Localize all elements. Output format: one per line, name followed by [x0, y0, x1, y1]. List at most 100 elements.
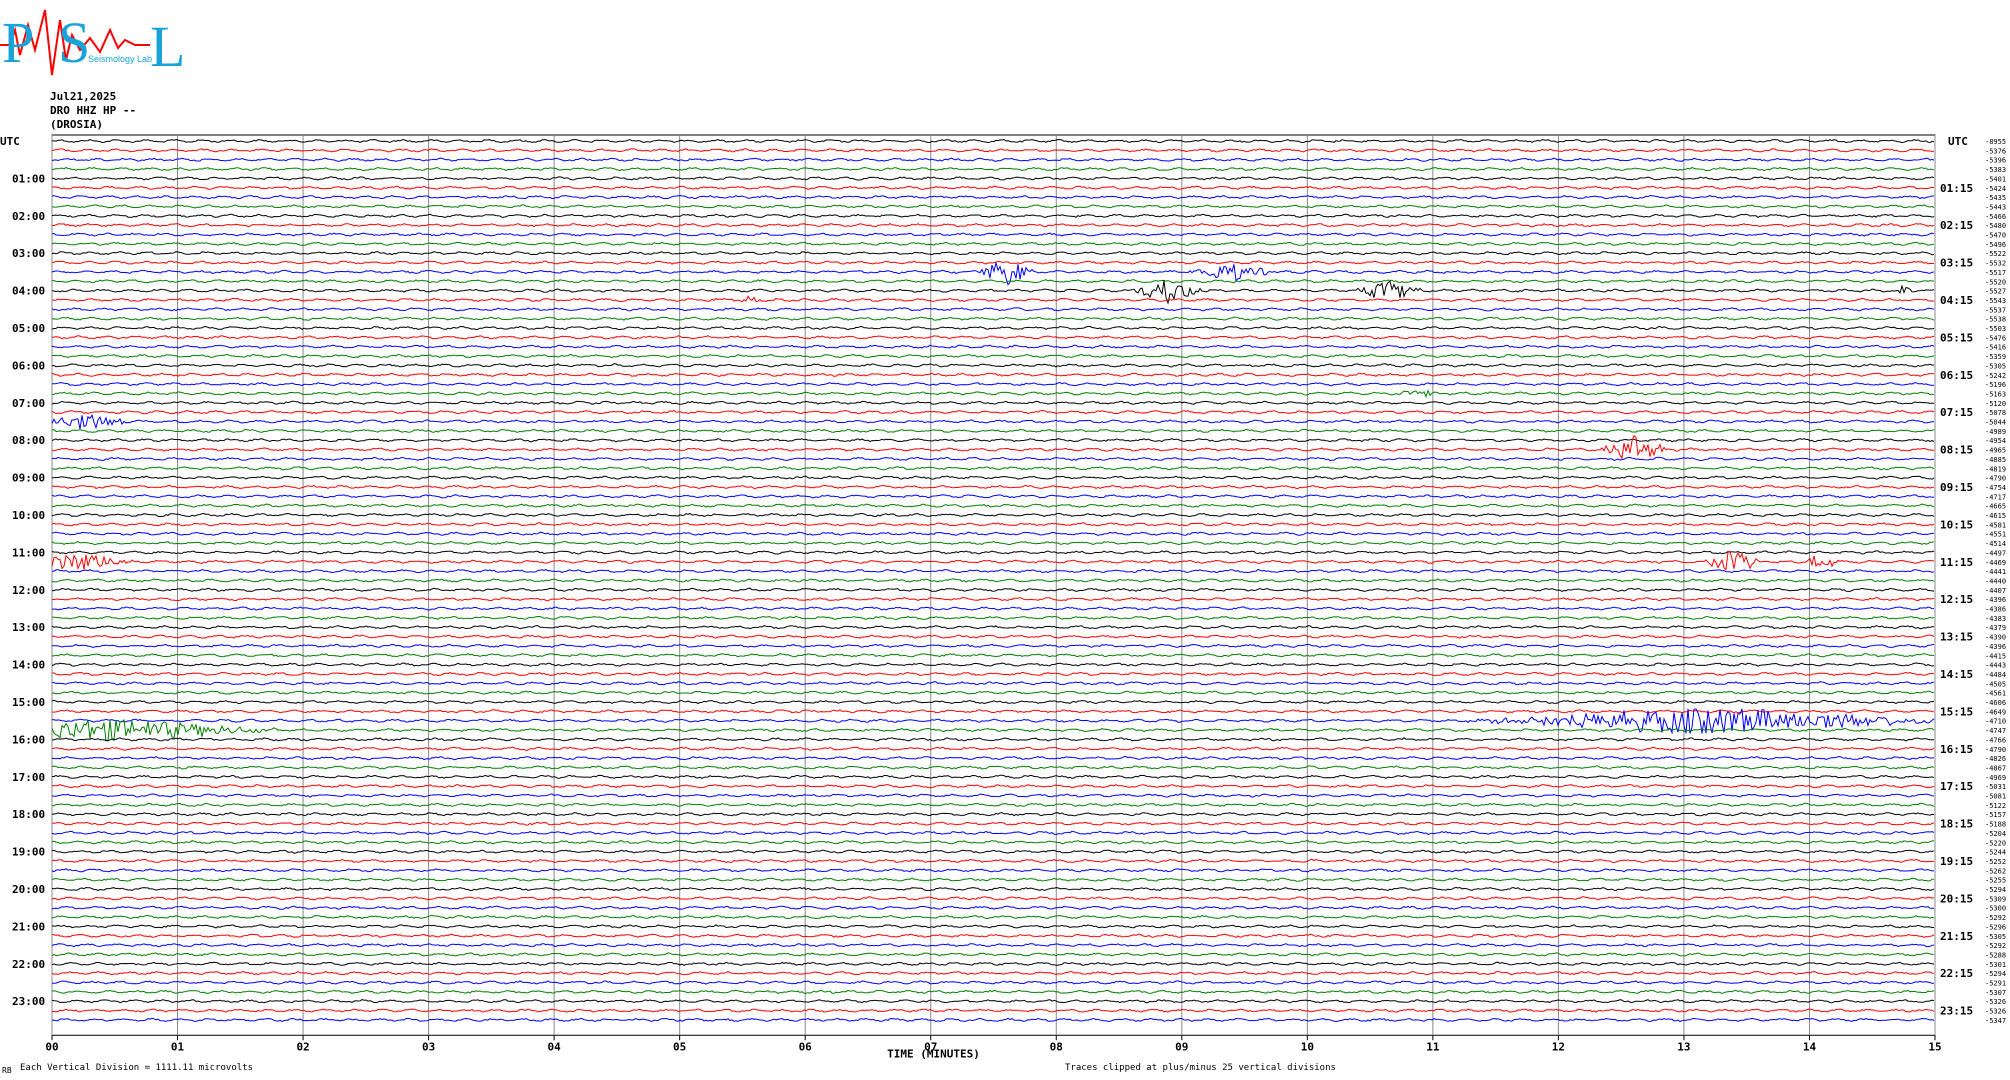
trace-offset-label: -5291: [1985, 980, 2006, 988]
trace-offset-label: -5120: [1985, 400, 2006, 408]
trace-offset-label: -4754: [1985, 484, 2006, 492]
trace-line: [52, 980, 1935, 985]
x-tick-label: 09: [1175, 1040, 1188, 1053]
right-hour-label: 20:15: [1940, 892, 1973, 905]
trace-offset-label: -5204: [1985, 830, 2006, 838]
trace-line: [51, 185, 1935, 190]
trace-offset-label: -4469: [1985, 559, 2006, 567]
right-hour-label: 13:15: [1940, 631, 1973, 644]
trace-offset-label: -4954: [1985, 437, 2006, 445]
trace-offset-label: -5305: [1985, 362, 2006, 370]
left-hour-label: 11:00: [12, 546, 45, 559]
trace-offset-label: -5296: [1985, 923, 2006, 931]
x-tick-label: 00: [45, 1040, 58, 1053]
header-date: Jul21,2025: [50, 90, 117, 103]
trace-line: [51, 157, 1935, 162]
trace-line: [51, 522, 1935, 527]
x-tick-label: 01: [171, 1040, 185, 1053]
trace-line: [51, 204, 1935, 209]
right-hour-label: 14:15: [1940, 668, 1973, 681]
trace-offset-label: -5401: [1985, 175, 2006, 183]
trace-offset-label: -5157: [1985, 811, 2006, 819]
trace-line: [51, 531, 1934, 536]
trace-offset-label: -4665: [1985, 503, 2006, 511]
trace-line: [51, 765, 1935, 770]
trace-line: [51, 438, 1935, 443]
trace-offset-label: -4561: [1985, 690, 2006, 698]
right-hour-label: 11:15: [1940, 556, 1973, 569]
trace-line: [51, 494, 1935, 499]
trace-offset-label: -4379: [1985, 624, 2006, 632]
trace-line: [51, 812, 1935, 817]
trace-offset-label: -5435: [1985, 194, 2006, 202]
trace-offset-label: -5527: [1985, 288, 2006, 296]
trace-offset-label: -5294: [1985, 970, 2006, 978]
trace-line: [51, 484, 1935, 490]
trace-offset-label: -5537: [1985, 306, 2006, 314]
trace-offset-label: -5300: [1985, 905, 2006, 913]
trace-offset-label: -4386: [1985, 606, 2006, 614]
trace-offset-label: -5309: [1985, 895, 2006, 903]
trace-offset-label: -4407: [1985, 587, 2006, 595]
trace-line: [51, 335, 1935, 340]
trace-offset-label: -4615: [1985, 512, 2006, 520]
left-hour-label: 05:00: [12, 322, 45, 335]
trace-offset-label: -4747: [1985, 727, 2006, 735]
trace-offset-label: -5520: [1985, 278, 2006, 286]
trace-offset-label: -5307: [1985, 989, 2006, 997]
trace-line: [51, 223, 1935, 228]
trace-line: [51, 681, 1935, 686]
left-hour-label: 01:00: [12, 172, 45, 185]
trace-line: [51, 280, 1935, 305]
trace-line: [51, 295, 1935, 303]
trace-offset-label: -4717: [1985, 493, 2006, 501]
right-hour-label: 16:15: [1940, 743, 1973, 756]
trace-line: [52, 475, 1935, 480]
left-hour-label: 03:00: [12, 247, 45, 260]
trace-offset-label: -5288: [1985, 951, 2006, 959]
right-hour-label: 04:15: [1940, 294, 1973, 307]
right-hour-label: 17:15: [1940, 780, 1973, 793]
trace-line: [51, 344, 1935, 349]
trace-line: [51, 961, 1935, 966]
trace-line: [51, 456, 1935, 462]
trace-offset-label: -4885: [1985, 456, 2006, 464]
trace-offset-label: -4505: [1985, 680, 2006, 688]
trace-line: [52, 709, 1935, 714]
trace-line: [51, 952, 1935, 957]
x-tick-label: 10: [1301, 1040, 1314, 1053]
trace-line: [51, 896, 1935, 901]
trace-line: [51, 793, 1935, 798]
right-hour-label: 10:15: [1940, 518, 1973, 531]
logo-letter-s: S: [58, 10, 90, 75]
footer-clip: Traces clipped at plus/minus 25 vertical…: [1065, 1063, 1336, 1073]
left-hour-label: 12:00: [12, 584, 45, 597]
trace-line: [51, 194, 1934, 200]
trace-line: [51, 643, 1935, 649]
trace-offset-label: -5044: [1985, 419, 2006, 427]
right-hour-label: 07:15: [1940, 406, 1973, 419]
right-hour-label: 06:15: [1940, 369, 1973, 382]
trace-line: [51, 746, 1935, 751]
trace-offset-label: -4390: [1985, 634, 2006, 642]
trace-line: [51, 176, 1935, 181]
left-hour-label: 21:00: [12, 920, 45, 933]
trace-offset-label: -5470: [1985, 232, 2006, 240]
logo-letter-p: P: [2, 10, 34, 75]
trace-offset-label: -5294: [1985, 886, 2006, 894]
left-hour-label: 02:00: [12, 210, 45, 223]
trace-line: [51, 877, 1935, 882]
trace-line: [51, 999, 1935, 1004]
trace-line: [51, 389, 1935, 399]
trace-offset-label: -5424: [1985, 185, 2006, 193]
trace-line: [51, 316, 1935, 321]
trace-offset-label: -4826: [1985, 755, 2006, 763]
trace-offset-label: -5376: [1985, 147, 2006, 155]
trace-line: [51, 942, 1935, 948]
trace-offset-label: -5538: [1985, 316, 2006, 324]
trace-offset-label: -4514: [1985, 540, 2006, 548]
trace-offset-label: -4867: [1985, 764, 2006, 772]
trace-offset-label: -4766: [1985, 736, 2006, 744]
trace-line: [51, 166, 1935, 172]
